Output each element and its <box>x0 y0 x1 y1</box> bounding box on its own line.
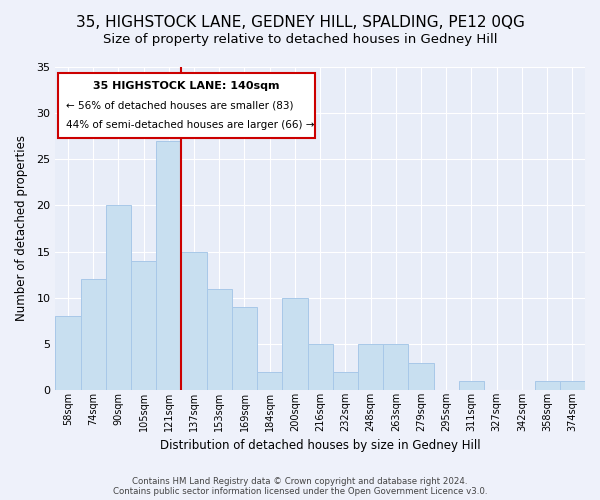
Text: Contains public sector information licensed under the Open Government Licence v3: Contains public sector information licen… <box>113 487 487 496</box>
Text: Contains HM Land Registry data © Crown copyright and database right 2024.: Contains HM Land Registry data © Crown c… <box>132 477 468 486</box>
X-axis label: Distribution of detached houses by size in Gedney Hill: Distribution of detached houses by size … <box>160 440 481 452</box>
Bar <box>206 288 232 390</box>
Bar <box>358 344 383 391</box>
Bar <box>560 381 585 390</box>
Bar <box>55 316 80 390</box>
Bar <box>232 307 257 390</box>
Y-axis label: Number of detached properties: Number of detached properties <box>15 136 28 322</box>
Text: 44% of semi-detached houses are larger (66) →: 44% of semi-detached houses are larger (… <box>66 120 314 130</box>
Bar <box>333 372 358 390</box>
Bar <box>283 298 308 390</box>
Text: Size of property relative to detached houses in Gedney Hill: Size of property relative to detached ho… <box>103 32 497 46</box>
Bar <box>131 261 156 390</box>
Bar <box>459 381 484 390</box>
Bar <box>257 372 283 390</box>
Bar <box>106 206 131 390</box>
Bar <box>80 280 106 390</box>
Bar <box>409 362 434 390</box>
Text: 35, HIGHSTOCK LANE, GEDNEY HILL, SPALDING, PE12 0QG: 35, HIGHSTOCK LANE, GEDNEY HILL, SPALDIN… <box>76 15 524 30</box>
Bar <box>181 252 206 390</box>
Bar <box>383 344 409 391</box>
Bar <box>156 140 181 390</box>
Text: ← 56% of detached houses are smaller (83): ← 56% of detached houses are smaller (83… <box>66 100 293 110</box>
Bar <box>535 381 560 390</box>
Text: 35 HIGHSTOCK LANE: 140sqm: 35 HIGHSTOCK LANE: 140sqm <box>93 81 280 91</box>
Bar <box>308 344 333 391</box>
FancyBboxPatch shape <box>58 73 315 138</box>
